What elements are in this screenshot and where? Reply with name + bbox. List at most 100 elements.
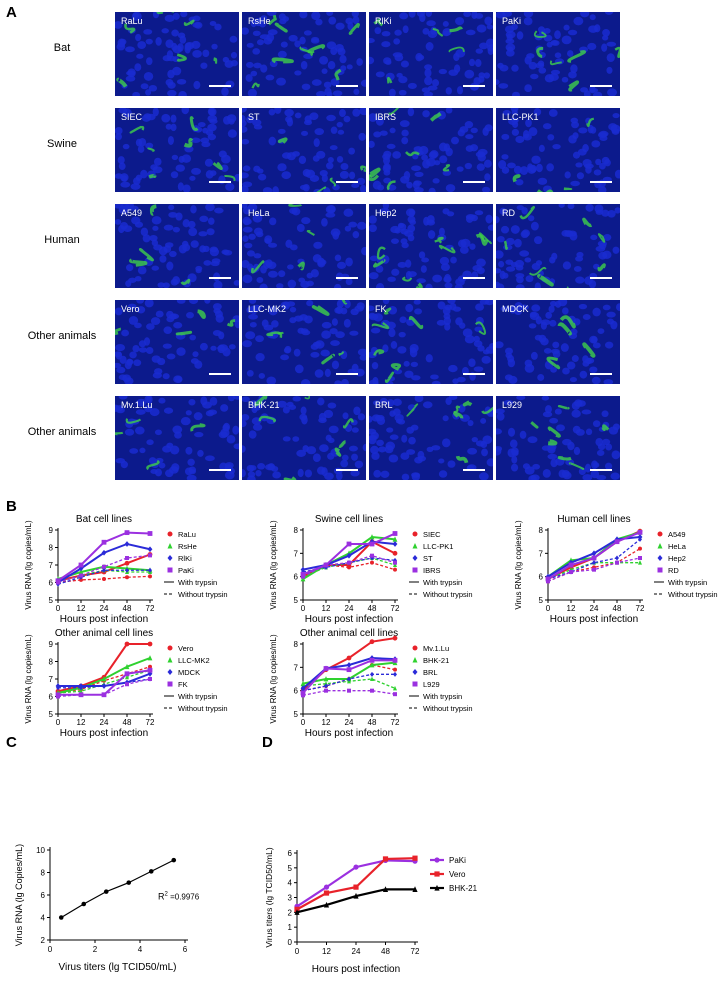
data-point: [324, 688, 328, 693]
cell-line-label: BRL: [375, 400, 393, 410]
data-point: [392, 541, 398, 547]
data-point: [347, 688, 351, 693]
data-point: [638, 556, 642, 560]
x-tick-label: 12: [322, 718, 331, 727]
series-line-without-trypsin: [302, 554, 396, 578]
legend-label: With trypsin: [423, 578, 462, 587]
data-point: [412, 645, 418, 651]
data-point: [78, 569, 84, 575]
y-tick-label: 6: [294, 573, 299, 582]
microscopy-image: HeLa: [242, 204, 366, 288]
x-tick-label: 24: [352, 947, 361, 956]
legend-label: PaKi: [449, 856, 466, 865]
data-point: [101, 549, 107, 556]
data-point: [148, 574, 152, 579]
microscopy-image: SIEC: [115, 108, 239, 192]
data-point: [147, 641, 153, 647]
data-point: [369, 541, 375, 547]
data-point: [56, 685, 60, 691]
data-point: [148, 677, 152, 681]
legend-label: L929: [423, 680, 440, 689]
data-point: [81, 901, 87, 907]
data-point: [124, 671, 130, 677]
legend-label: Without trypsin: [423, 590, 473, 599]
data-point: [58, 915, 64, 920]
data-point: [369, 657, 375, 663]
legend-label: BHK-21: [423, 656, 449, 665]
y-tick-label: 8: [41, 869, 46, 878]
legend-label: A549: [668, 530, 686, 539]
series-line-without-trypsin: [57, 554, 151, 584]
scale-bar: [463, 85, 485, 87]
row-label: Human: [44, 234, 80, 246]
y-tick-label: 1: [288, 923, 293, 932]
x-tick-label: 48: [613, 604, 622, 613]
data-point: [393, 685, 397, 691]
data-point: [657, 555, 663, 561]
data-point: [412, 567, 418, 573]
data-point: [370, 676, 374, 681]
data-point: [412, 543, 418, 549]
y-tick-label: 7: [49, 675, 54, 684]
x-axis-label: Virus titers (lg TCID50/mL): [59, 962, 177, 973]
legend-label: Without trypsin: [668, 590, 718, 599]
microscopy-image: BRL: [369, 396, 493, 480]
data-point: [412, 681, 418, 687]
data-point: [323, 666, 329, 671]
scale-bar: [336, 469, 358, 471]
scale-bar: [590, 469, 612, 471]
x-tick-label: 48: [368, 718, 377, 727]
data-point: [412, 855, 418, 861]
chart-title: Bat cell lines: [76, 514, 132, 525]
scale-bar: [463, 373, 485, 375]
legend-label: BRL: [423, 668, 438, 677]
data-point: [615, 560, 619, 565]
cell-line-label: SIEC: [121, 112, 143, 122]
y-axis-label: Virus RNA (lg copies/mL): [514, 520, 523, 610]
data-point: [79, 688, 83, 694]
data-point: [300, 690, 306, 696]
data-point: [148, 553, 152, 558]
data-point: [369, 534, 375, 540]
data-point: [167, 657, 173, 663]
data-point: [657, 531, 663, 537]
cell-line-label: IBRS: [375, 112, 397, 122]
data-point: [323, 901, 330, 908]
data-point: [125, 575, 129, 580]
chart-human-cell-lines: Human cell lines Virus RNA (lg copies/mL)…: [490, 512, 727, 625]
data-point: [434, 871, 440, 877]
y-tick-label: 4: [41, 914, 46, 923]
cell-line-label: A549: [121, 208, 143, 218]
data-point: [300, 571, 306, 577]
cell-line-label: Mv.1.Lu: [121, 400, 153, 410]
legend-label: Mv.1.Lu: [423, 644, 449, 653]
cell-line-label: RaLu: [121, 16, 143, 26]
data-point: [147, 546, 153, 553]
data-point: [125, 682, 129, 687]
data-point: [79, 577, 83, 582]
x-tick-label: 0: [546, 604, 551, 613]
chart-virus-titers: Virus titers (lg TCID50/mL) Hours post in…: [255, 740, 515, 980]
x-tick-label: 24: [100, 718, 109, 727]
y-tick-label: 7: [539, 549, 544, 558]
data-point: [370, 560, 374, 565]
data-point: [592, 567, 596, 572]
data-point: [412, 555, 418, 561]
cell-line-label: PaKi: [502, 16, 522, 26]
y-axis-label: Virus RNA (lg copies/mL): [269, 634, 278, 724]
x-tick-label: 48: [123, 604, 132, 613]
data-point: [294, 909, 300, 915]
data-point: [353, 892, 359, 899]
x-axis-label: Hours post infection: [312, 964, 400, 975]
microscopy-image: FK: [369, 300, 493, 384]
data-point: [392, 550, 398, 556]
chart-rna-vs-titer: Virus RNA (lg Copies/mL) Virus titers (lg…: [0, 740, 250, 980]
x-tick-label: 24: [100, 604, 109, 613]
data-point: [393, 667, 397, 672]
scale-bar: [590, 85, 612, 87]
data-point: [79, 692, 83, 697]
x-tick-label: 72: [146, 718, 155, 727]
microscopy-image: Hep2: [369, 204, 493, 288]
microscopy-image: Mv.1.Lu: [115, 396, 239, 480]
x-axis-label: Hours post infection: [60, 614, 148, 625]
